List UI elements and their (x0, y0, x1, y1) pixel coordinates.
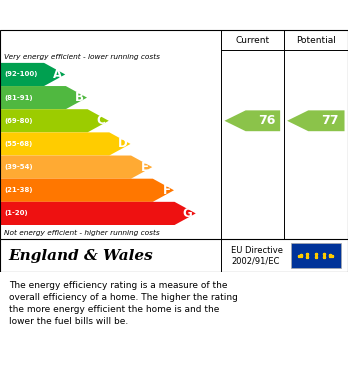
Text: G: G (183, 207, 192, 220)
Text: Not energy efficient - higher running costs: Not energy efficient - higher running co… (4, 230, 160, 235)
Polygon shape (0, 86, 87, 109)
Text: (81-91): (81-91) (4, 95, 33, 100)
Text: (21-38): (21-38) (4, 187, 33, 193)
Polygon shape (287, 110, 345, 131)
Text: (39-54): (39-54) (4, 164, 33, 170)
Text: Current: Current (235, 36, 269, 45)
Text: (92-100): (92-100) (4, 72, 38, 77)
Polygon shape (0, 156, 152, 179)
Polygon shape (0, 202, 196, 225)
Text: Energy Efficiency Rating: Energy Efficiency Rating (9, 7, 211, 23)
Polygon shape (0, 109, 109, 133)
Polygon shape (0, 179, 174, 202)
Text: E: E (141, 161, 149, 174)
Text: England & Wales: England & Wales (9, 249, 153, 262)
Bar (291, 242, 341, 269)
Text: B: B (75, 91, 84, 104)
Text: Potential: Potential (296, 36, 336, 45)
Polygon shape (0, 133, 130, 156)
Text: 77: 77 (321, 114, 339, 127)
Text: Very energy efficient - lower running costs: Very energy efficient - lower running co… (4, 54, 160, 60)
Text: (55-68): (55-68) (4, 141, 32, 147)
Text: (69-80): (69-80) (4, 118, 33, 124)
Text: The energy efficiency rating is a measure of the
overall efficiency of a home. T: The energy efficiency rating is a measur… (9, 281, 238, 326)
Text: EU Directive: EU Directive (231, 246, 283, 255)
Text: 76: 76 (258, 114, 275, 127)
Text: F: F (163, 184, 171, 197)
Polygon shape (224, 110, 280, 131)
Text: (1-20): (1-20) (4, 210, 28, 217)
Polygon shape (0, 63, 65, 86)
Text: 2002/91/EC: 2002/91/EC (231, 257, 280, 266)
Text: C: C (97, 114, 105, 127)
Text: D: D (118, 138, 127, 151)
Text: A: A (53, 68, 62, 81)
